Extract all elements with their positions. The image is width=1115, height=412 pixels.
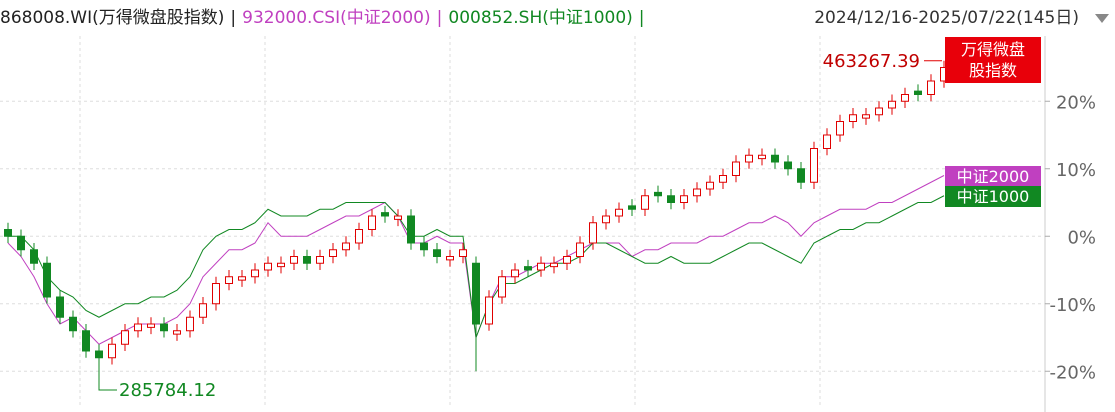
candle-body [537,262,545,271]
candle-body [381,212,389,217]
candle-body [173,330,181,335]
candle-body [875,107,883,116]
candle-body [771,154,779,163]
candle-body [511,269,519,278]
candle-body [4,229,12,237]
candle-body [199,303,207,318]
candle-body [472,262,480,325]
candle-body [654,191,662,197]
candle-body [30,249,38,264]
candle-body [745,154,753,163]
candle-body [823,134,831,149]
candle-body [888,100,896,109]
header-item: 868008.WI(万得微盘股指数) [0,8,225,28]
candle-body [576,242,584,257]
candle-body [420,242,428,251]
candle-body [17,235,25,251]
date-range[interactable]: 2024/12/16-2025/07/22(145日) [814,8,1079,28]
candle-body [693,188,701,197]
y-tick-label: 10% [1056,160,1096,181]
candle-body [615,208,623,217]
header: 868008.WI(万得微盘股指数) | 932000.CSI(中证2000) | 00… [0,0,1115,36]
candle-body [186,316,194,332]
header-item: | [436,8,443,28]
header-item: | [638,8,645,28]
series-tag: 万得微盘股指数 [945,36,1041,83]
candle-body [459,249,467,257]
header-item: | [230,8,237,28]
candle-body [342,242,350,251]
candle-body [407,215,415,244]
candle-body [680,195,688,203]
candle-body [212,283,220,305]
candle-body [524,266,532,271]
candle-body [43,262,51,298]
candle-body [784,161,792,170]
candle-body [251,269,259,278]
y-tick-label: 0% [1067,227,1096,248]
candle-body [303,256,311,264]
candle-body [355,229,363,244]
candle-body [134,323,142,332]
candle-body [849,114,857,122]
vertical-grid [79,36,821,405]
candle-body [810,148,818,183]
candle-body [758,154,766,160]
candle-body [69,316,77,332]
min-label: 285784.12 [119,380,216,401]
candle-body [862,114,870,119]
min-leader [98,378,117,391]
candle-body [95,350,103,359]
candle-body [238,276,246,281]
candle-body [108,343,116,359]
candle-body [641,195,649,210]
candle-body [797,168,805,183]
candle-body [901,94,909,102]
candle-body [563,256,571,264]
candle-body [602,215,610,224]
candle-body [121,330,129,345]
candle-body [498,276,506,298]
candle-body [394,215,402,220]
candle-body [56,296,64,318]
series-tag: 中证1000 [945,185,1041,207]
candle-body [589,222,597,244]
dropdown-arrow[interactable] [1095,14,1109,23]
candle-body [550,262,558,268]
candle-body [667,195,675,203]
candle-body [316,256,324,264]
candle-body [264,262,272,271]
candle-body [719,175,727,183]
candle-body [446,256,454,261]
candle-body [485,296,493,325]
candle-body [706,181,714,190]
candle-body [433,249,441,257]
header-item: 000852.SH(中证1000) [448,8,633,28]
candle-body [160,323,168,332]
candle-body [927,80,935,95]
max-label: 463267.39 [823,51,920,72]
candle-body [147,323,155,328]
series-tag: 中证2000 [945,165,1041,187]
candle-body [368,215,376,230]
candle-body [329,249,337,257]
candle-body [628,205,636,210]
candle-body [82,330,90,352]
candle-body [914,90,922,95]
y-tick-label: -20% [1049,362,1096,383]
candle-body [277,262,285,268]
header-item: 932000.CSI(中证2000) [242,8,431,28]
candle-body [836,121,844,136]
y-tick-label: -10% [1049,295,1096,316]
y-tick-label: 20% [1056,92,1096,113]
candle-body [290,256,298,264]
candle-body [225,276,233,284]
candle-body [732,161,740,176]
